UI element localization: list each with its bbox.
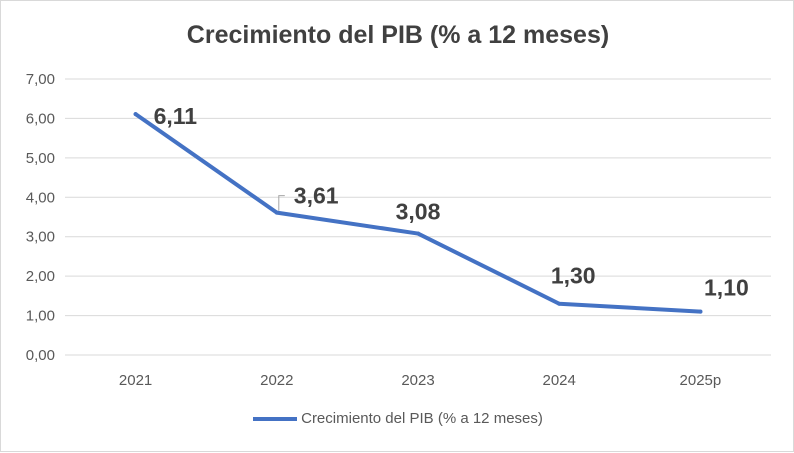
data-point xyxy=(557,301,562,306)
data-label: 6,11 xyxy=(154,103,198,129)
y-tick-label: 2,00 xyxy=(26,268,55,285)
y-tick-label: 6,00 xyxy=(26,110,55,127)
data-point xyxy=(133,112,138,117)
y-tick-label: 5,00 xyxy=(26,150,55,167)
data-point xyxy=(698,309,703,314)
legend: Crecimiento del PIB (% a 12 meses) xyxy=(1,410,794,427)
y-tick-label: 1,00 xyxy=(26,308,55,325)
legend-label: Crecimiento del PIB (% a 12 meses) xyxy=(301,410,543,427)
x-tick-label: 2021 xyxy=(119,372,152,389)
data-label: 3,08 xyxy=(396,199,441,225)
data-label: 1,10 xyxy=(704,275,749,301)
data-point xyxy=(416,231,420,236)
data-point xyxy=(274,210,279,215)
data-label: 3,61 xyxy=(294,183,339,209)
y-tick-label: 3,00 xyxy=(26,229,55,246)
y-tick-label: 7,00 xyxy=(26,71,55,88)
data-label: 1,30 xyxy=(551,263,596,289)
x-tick-label: 2024 xyxy=(543,372,576,389)
y-tick-label: 4,00 xyxy=(26,189,55,206)
data-label-leader-line xyxy=(278,195,285,211)
legend-line-swatch xyxy=(253,416,298,421)
x-tick-label: 2022 xyxy=(260,372,293,389)
y-tick-label: 0,00 xyxy=(26,347,55,364)
chart-title: Crecimiento del PIB (% a 12 meses) xyxy=(186,21,610,49)
x-tick-label: 2025p xyxy=(680,372,722,389)
x-tick-label: 2023 xyxy=(401,372,434,389)
